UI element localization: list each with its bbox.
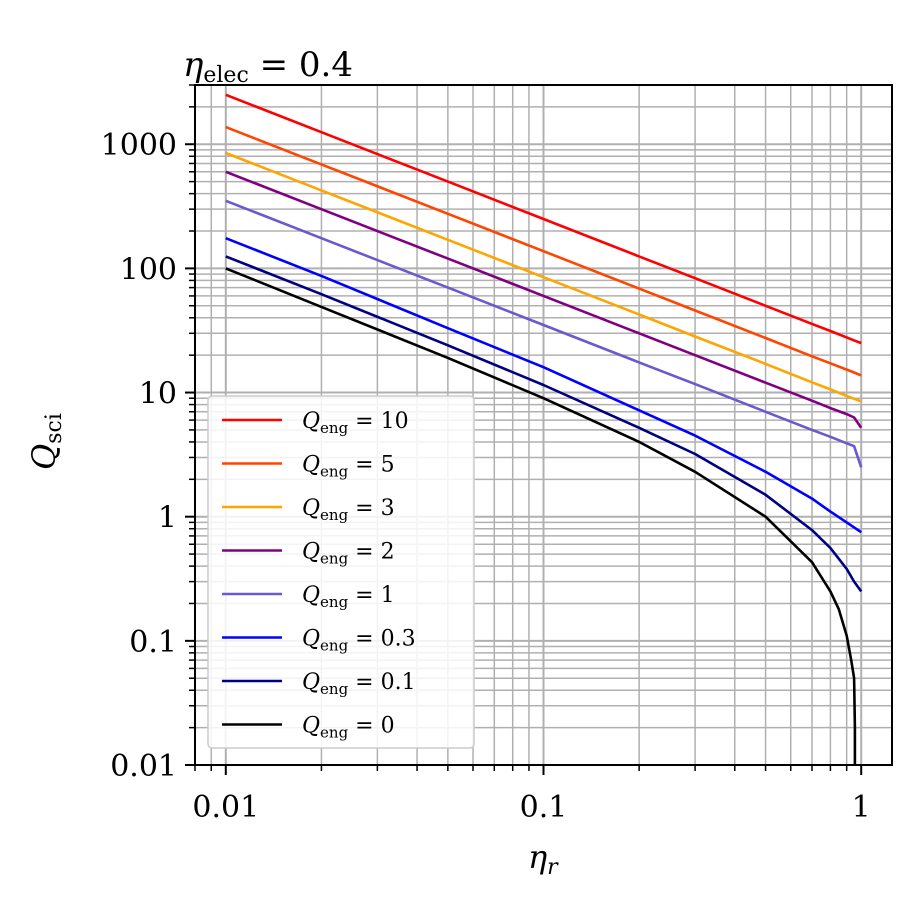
legend-label-4: Qeng = 1 bbox=[302, 583, 395, 611]
series-line-1 bbox=[225, 125, 862, 377]
chart-title-sub: elec bbox=[203, 63, 248, 88]
x-tick-label: 0.01 bbox=[192, 790, 259, 825]
series-line-4 bbox=[225, 199, 863, 468]
x-axis-label: ηr bbox=[528, 838, 559, 880]
legend-label-3: Qeng = 2 bbox=[302, 540, 395, 568]
legend-box bbox=[207, 395, 475, 749]
y-tick-label: 1000 bbox=[101, 128, 177, 163]
series-line-3 bbox=[225, 170, 863, 429]
legend-label-2: Qeng = 3 bbox=[302, 496, 395, 524]
series-line-6 bbox=[225, 255, 863, 593]
y-tick-label: 10 bbox=[139, 377, 177, 412]
y-axis-label: Qsci bbox=[25, 413, 67, 470]
legend-label-1: Qeng = 5 bbox=[302, 453, 395, 481]
x-axis-label-var: η bbox=[528, 838, 547, 876]
legend-label-5: Qeng = 0.3 bbox=[302, 627, 416, 655]
series-line-7 bbox=[225, 267, 857, 765]
chart-title-rest: = 0.4 bbox=[249, 45, 353, 85]
legend-label-0: Qeng = 10 bbox=[302, 409, 409, 437]
legend-items: Qeng = 10 Qeng = 5 Qeng = 3 Qeng = 2 Qeng = … bbox=[222, 409, 416, 742]
x-axis-label-sub: r bbox=[547, 855, 559, 880]
y-axis-label-var: Q bbox=[25, 444, 63, 470]
series-line-5 bbox=[225, 236, 862, 534]
x-tick-label: 1 bbox=[852, 790, 871, 825]
y-axis-label-sub: sci bbox=[42, 413, 67, 444]
tick-layer: 0.01 0.1 1 0.01 0.1 1 10 100 1000 bbox=[101, 84, 871, 825]
legend-label-7: Qeng = 0 bbox=[302, 714, 395, 742]
series-line-2 bbox=[225, 151, 862, 403]
chart-title: ηelec = 0.4 bbox=[183, 45, 353, 88]
y-tick-label: 0.1 bbox=[129, 625, 177, 660]
y-tick-label: 0.01 bbox=[110, 749, 177, 784]
x-tick-label: 0.1 bbox=[520, 790, 568, 825]
series-layer bbox=[225, 93, 863, 765]
chart-title-var: η bbox=[183, 45, 204, 85]
legend-label-6: Qeng = 0.1 bbox=[302, 670, 416, 698]
legend: Qeng = 10 Qeng = 5 Qeng = 3 Qeng = 2 Qeng = … bbox=[207, 395, 475, 749]
y-tick-label: 1 bbox=[158, 501, 177, 536]
y-tick-label: 100 bbox=[120, 252, 177, 287]
series-line-0 bbox=[225, 93, 862, 345]
